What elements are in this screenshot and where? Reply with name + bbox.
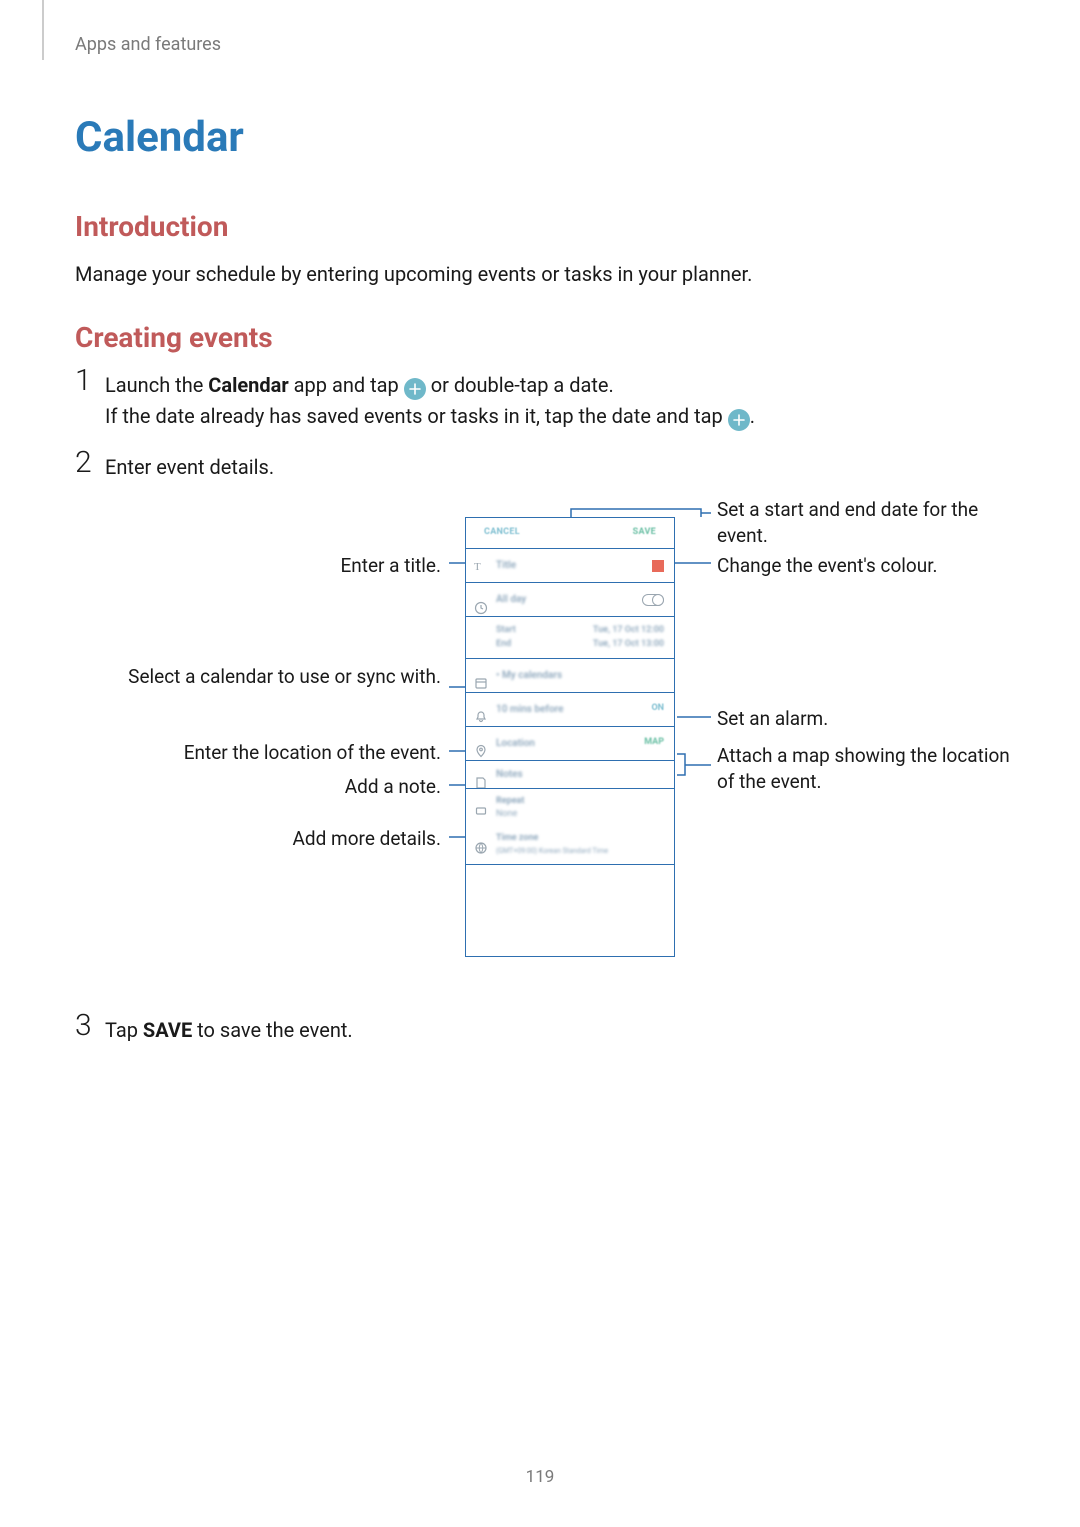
editor-bottom-space [466,864,674,924]
cancel-button[interactable]: CANCEL [484,526,520,540]
note-icon [474,768,488,782]
all-day-label: All day [496,592,526,608]
step-body: Tap SAVE to save the event. [105,1015,353,1046]
text: or double-tap a date. [426,373,614,397]
end-value: Tue, 17 Oct 13:00 [593,637,664,651]
repeat-icon [474,796,488,810]
text: Tap [105,1018,143,1042]
reminder-row[interactable]: 10 mins before ON [466,692,674,726]
step-number: 1 [75,366,105,396]
callout-add-note: Add a note. [105,774,441,800]
location-row[interactable]: Location MAP [466,726,674,760]
calendar-row[interactable]: • My calendars [466,658,674,692]
calendar-label: • My calendars [496,668,562,684]
steps-list: 1 Launch the Calendar app and tap or dou… [75,370,1005,1046]
callout-attach-map: Attach a map showing the location of the… [717,743,1027,794]
step-3: 3 Tap SAVE to save the event. [75,1015,1005,1046]
document-page: Apps and features Calendar Introduction … [0,0,1080,1527]
notes-label: Notes [496,767,523,783]
app-name: Calendar [208,373,288,397]
step-1: 1 Launch the Calendar app and tap or dou… [75,370,1005,432]
editor-topbar: CANCEL SAVE [466,518,674,548]
repeat-label: Repeat [496,796,524,806]
title-row[interactable]: T Title [466,548,674,582]
repeat-row[interactable]: Repeat None [466,788,674,826]
text: app and tap [289,373,404,397]
step-2: 2 Enter event details. Enter a title. Se… [75,452,1005,1007]
globe-icon [474,833,488,847]
step-body: Launch the Calendar app and tap or doubl… [105,370,755,432]
save-keyword: SAVE [143,1018,192,1042]
margin-rule [42,0,44,60]
repeat-value: None [496,809,517,819]
bell-icon [474,702,488,716]
start-label: Start [496,623,516,637]
text: to save the event. [192,1018,353,1042]
reminder-state: ON [651,702,664,716]
step-number: 3 [75,1011,105,1041]
callout-select-calendar: Select a calendar to use or sync with. [105,664,441,690]
breadcrumb: Apps and features [75,34,1005,55]
callout-set-dates: Set a start and end date for the event. [717,497,1027,548]
dates-row[interactable]: Start Tue, 17 Oct 12:00 End Tue, 17 Oct 13… [466,616,674,658]
page-title: Calendar [75,113,1005,162]
end-label: End [496,637,511,651]
plus-icon [728,409,750,431]
notes-row[interactable]: Notes [466,760,674,789]
callout-enter-location: Enter the location of the event. [105,740,441,766]
pin-icon [474,736,488,750]
callout-set-alarm: Set an alarm. [717,706,1027,732]
phone-event-editor: CANCEL SAVE T Title All day [465,517,675,957]
save-button[interactable]: SAVE [633,526,656,540]
text: . [750,404,755,428]
title-placeholder: Title [496,558,516,574]
all-day-row[interactable]: All day [466,582,674,616]
step-body: Enter event details. Enter a title. Sele… [105,452,1035,1007]
event-color-chip[interactable] [652,560,664,572]
map-button[interactable]: MAP [644,736,664,750]
section-heading-introduction: Introduction [75,210,1005,243]
calendar-icon [474,668,488,682]
timezone-label: Time zone [496,833,538,843]
event-editor-diagram: Enter a title. Select a calendar to use … [105,497,1035,977]
page-number: 119 [0,1467,1080,1487]
clock-icon [474,593,488,607]
start-value: Tue, 17 Oct 12:00 [593,623,664,637]
all-day-toggle[interactable] [642,594,664,606]
step-number: 2 [75,448,105,478]
intro-text: Manage your schedule by entering upcomin… [75,259,1005,289]
timezone-row[interactable]: Time zone (GMT+09:00) Korean Standard Tim… [466,826,674,863]
section-heading-creating-events: Creating events [75,321,1005,354]
text: Enter event details. [105,455,274,479]
reminder-label: 10 mins before [496,702,564,718]
callout-add-details: Add more details. [105,826,441,852]
title-t-icon: T [474,559,488,573]
location-label: Location [496,736,535,752]
timezone-value: (GMT+09:00) Korean Standard Time [496,847,608,855]
callout-enter-title: Enter a title. [105,553,441,579]
plus-icon [404,378,426,400]
text: Launch the [105,373,208,397]
text: If the date already has saved events or … [105,404,728,428]
callout-change-colour: Change the event's colour. [717,553,1027,579]
